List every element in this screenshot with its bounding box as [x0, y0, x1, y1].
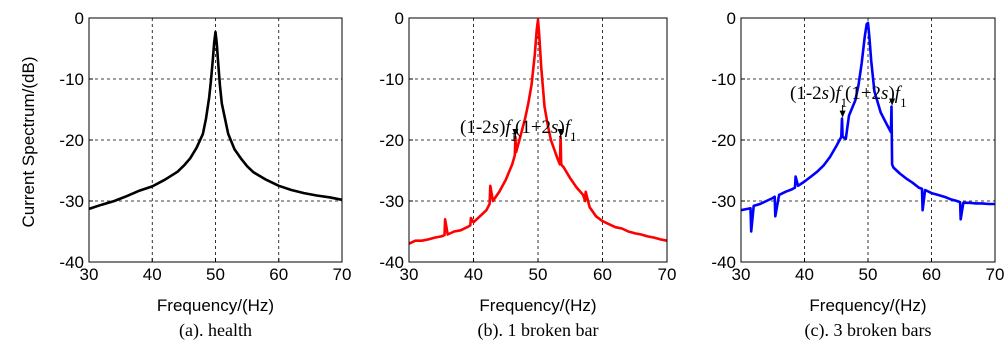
y-tick-label: -40	[59, 253, 84, 272]
sideband-annotation: (1-2s)f1	[790, 83, 847, 110]
x-axis-label: Frequency/(Hz)	[809, 296, 926, 315]
arrowhead-icon	[889, 98, 896, 106]
x-tick-label: 70	[333, 265, 352, 284]
arrowhead-icon	[557, 128, 564, 136]
chart-panel-2: 30 40 50 60 70 0 -10 -20 -30 -40 Frequency/(Hz) (b)…	[379, 9, 676, 341]
sideband-annotation: (1+2s)f1	[515, 117, 577, 144]
x-tick-label: 30	[400, 265, 419, 284]
y-tick-label: -20	[379, 131, 404, 150]
x-tick-label: 50	[529, 265, 548, 284]
x-tick-label: 70	[658, 265, 677, 284]
x-tick-label: 40	[143, 265, 162, 284]
y-tick-label: -20	[59, 131, 84, 150]
x-tick-label: 50	[859, 265, 878, 284]
x-tick-label: 50	[206, 265, 225, 284]
x-axis-label: Frequency/(Hz)	[479, 296, 596, 315]
x-tick-label: 40	[795, 265, 814, 284]
y-tick-label: -10	[379, 70, 404, 89]
y-tick-label: 0	[75, 9, 84, 28]
y-tick-label: -40	[379, 253, 404, 272]
y-tick-label: 0	[727, 9, 736, 28]
sideband-annotation: (1-2s)f1	[460, 117, 517, 144]
series-line	[408, 18, 668, 245]
y-tick-label: -10	[59, 70, 84, 89]
chart-panel-1: 30 40 50 60 70 0 -10 -20 -30 -40 Frequency/(Hz) (a)…	[59, 9, 351, 341]
y-tick-label: -30	[379, 192, 404, 211]
series-line	[88, 30, 343, 211]
y-tick-label: -30	[59, 192, 84, 211]
series-line	[740, 21, 995, 233]
x-tick-label: 60	[922, 265, 941, 284]
y-tick-label: -30	[711, 192, 736, 211]
y-tick-label: 0	[395, 9, 404, 28]
panel-caption: (a). health	[179, 320, 252, 341]
x-tick-label: 70	[986, 265, 1005, 284]
x-tick-label: 30	[732, 265, 751, 284]
arrowhead-icon	[839, 110, 846, 118]
sideband-annotation: (1+2s)f1	[845, 83, 907, 110]
panel-caption: (c). 3 broken bars	[805, 320, 932, 341]
y-axis-label: Current Spectrum/(dB)	[19, 57, 38, 228]
y-tick-label: -20	[711, 131, 736, 150]
arrowhead-icon	[512, 128, 519, 136]
panel-caption: (b). 1 broken bar	[478, 320, 599, 341]
x-axis-label: Frequency/(Hz)	[157, 296, 274, 315]
x-tick-label: 30	[80, 265, 99, 284]
y-tick-label: -40	[711, 253, 736, 272]
x-tick-label: 60	[269, 265, 288, 284]
y-tick-label: -10	[711, 70, 736, 89]
x-tick-label: 60	[593, 265, 612, 284]
chart-panel-3: 30 40 50 60 70 0 -10 -20 -30 -40 Frequency/(Hz) (c)…	[711, 9, 1004, 341]
x-tick-label: 40	[464, 265, 483, 284]
